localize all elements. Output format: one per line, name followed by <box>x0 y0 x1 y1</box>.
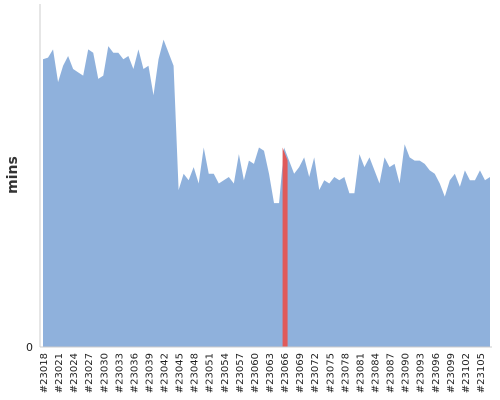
x-tick-label: #23018 <box>39 353 50 393</box>
x-tick-label: #23087 <box>386 353 397 393</box>
x-tick-label: #23093 <box>416 353 427 393</box>
plot-area <box>43 39 490 348</box>
x-tick-label: #23105 <box>476 353 487 393</box>
x-tick-label: #23102 <box>461 353 472 393</box>
x-tick-label: #23075 <box>325 353 336 393</box>
x-tick-label: #23054 <box>220 353 231 393</box>
highlight-layer <box>282 147 288 347</box>
x-tick-label: #23090 <box>401 353 412 393</box>
x-tick-label: #23048 <box>190 353 201 393</box>
x-tick-label: #23030 <box>99 353 110 393</box>
y-axis-title: mins <box>5 156 21 194</box>
x-tick-label: #23051 <box>205 353 216 393</box>
x-tick-label: #23078 <box>340 353 351 393</box>
x-tick-label: #23057 <box>235 353 246 393</box>
x-tick-label: #23042 <box>160 353 171 393</box>
x-tick-label: #23084 <box>370 353 381 393</box>
x-tick-label: #23033 <box>114 353 125 393</box>
x-tick-label: #23081 <box>355 353 366 393</box>
x-tick-label: #23045 <box>175 353 186 393</box>
x-tick-label: #23066 <box>280 353 291 393</box>
y-tick-label-0: 0 <box>26 341 33 354</box>
x-tick-label: #23036 <box>129 353 140 393</box>
x-tick-label: #23027 <box>84 353 95 393</box>
series-area <box>43 39 490 348</box>
x-tick-label: #23060 <box>250 353 261 393</box>
x-tick-label: #23021 <box>54 353 65 393</box>
x-tick-label: #23072 <box>310 353 321 393</box>
x-tick-label: #23063 <box>265 353 276 393</box>
x-tick-label: #23099 <box>446 353 457 393</box>
x-tick-label: #23024 <box>69 353 80 393</box>
x-tick-label: #23039 <box>144 353 155 393</box>
x-tick-label: #23069 <box>295 353 306 393</box>
highlight-marker <box>282 147 288 347</box>
x-tick-label: #23096 <box>431 353 442 393</box>
x-tick-labels: #23018 #23021 #23024 #23027 #23030 #23033 #230… <box>39 353 487 393</box>
